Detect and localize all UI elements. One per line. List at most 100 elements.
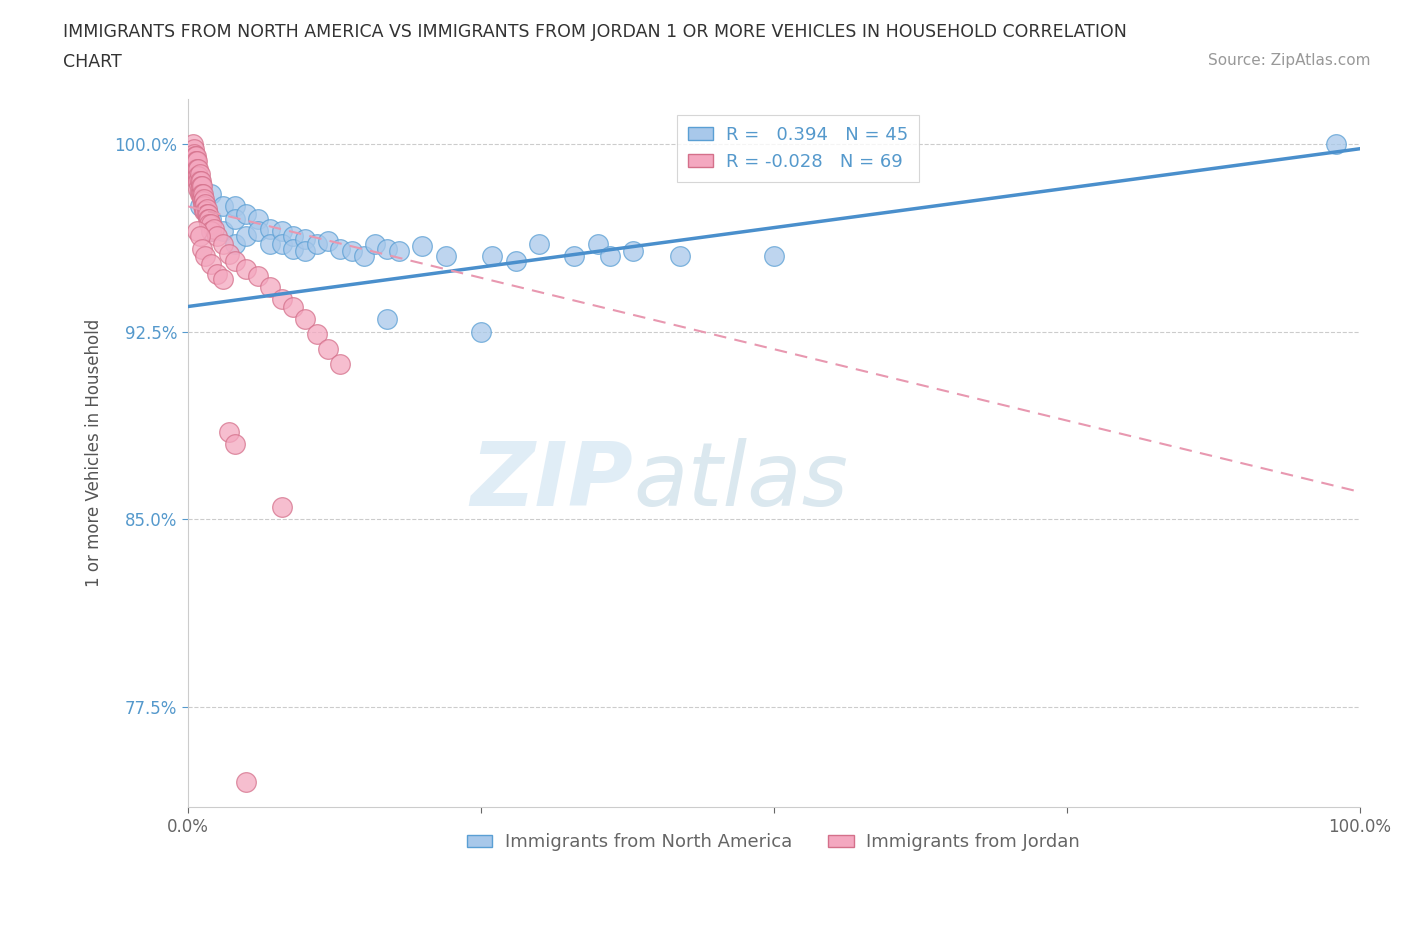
Point: [188, 174, 211, 189]
Point: [200, 186, 222, 201]
Point: [183, 141, 205, 156]
Point: [190, 179, 212, 193]
Point: [198, 211, 221, 226]
Point: [191, 186, 214, 201]
Point: [193, 204, 215, 219]
Point: [224, 437, 246, 452]
Point: [669, 249, 692, 264]
Point: [187, 169, 209, 184]
Point: [187, 162, 209, 177]
Point: [364, 236, 387, 251]
Point: [283, 229, 305, 244]
Point: [187, 174, 209, 189]
Point: [195, 202, 218, 217]
Point: [183, 146, 205, 161]
Point: [305, 326, 328, 341]
Point: [197, 206, 219, 221]
Point: [218, 246, 240, 261]
Point: [564, 249, 586, 264]
Point: [294, 232, 316, 246]
Point: [183, 162, 205, 177]
Point: [235, 206, 257, 221]
Point: [186, 162, 208, 177]
Point: [329, 357, 352, 372]
Point: [212, 224, 235, 239]
Point: [470, 325, 492, 339]
Point: [194, 249, 217, 264]
Text: CHART: CHART: [63, 53, 122, 71]
Point: [200, 224, 222, 239]
Point: [181, 137, 204, 152]
Legend: Immigrants from North America, Immigrants from Jordan: Immigrants from North America, Immigrant…: [460, 826, 1087, 858]
Point: [294, 312, 316, 326]
Point: [340, 244, 363, 259]
Point: [184, 149, 207, 164]
Point: [193, 199, 215, 214]
Point: [599, 249, 621, 264]
Point: [411, 239, 433, 254]
Point: [259, 236, 281, 251]
Point: [212, 272, 235, 286]
Point: [224, 199, 246, 214]
Point: [198, 217, 221, 232]
Point: [224, 236, 246, 251]
Point: [529, 236, 551, 251]
Text: IMMIGRANTS FROM NORTH AMERICA VS IMMIGRANTS FROM JORDAN 1 OR MORE VEHICLES IN HO: IMMIGRANTS FROM NORTH AMERICA VS IMMIGRA…: [63, 23, 1128, 41]
Point: [329, 242, 352, 257]
Point: [247, 224, 270, 239]
Point: [270, 224, 292, 239]
Point: [247, 211, 270, 226]
Point: [202, 221, 225, 236]
Point: [186, 174, 208, 189]
Point: [193, 192, 215, 206]
Point: [194, 204, 217, 219]
Point: [224, 254, 246, 269]
Point: [1324, 137, 1347, 152]
Point: [283, 242, 305, 257]
Point: [190, 186, 212, 201]
Point: [191, 194, 214, 209]
Point: [191, 179, 214, 193]
Point: [188, 166, 211, 181]
Point: [184, 149, 207, 164]
Point: [187, 181, 209, 196]
Point: [621, 244, 644, 259]
Point: [235, 261, 257, 276]
Point: [191, 199, 214, 214]
Point: [375, 312, 398, 326]
Point: [505, 254, 527, 269]
Point: [186, 224, 208, 239]
Point: [318, 234, 340, 249]
Text: ZIP: ZIP: [471, 438, 633, 525]
Point: [190, 174, 212, 189]
Point: [200, 217, 222, 232]
Text: Source: ZipAtlas.com: Source: ZipAtlas.com: [1208, 53, 1371, 68]
Point: [762, 249, 785, 264]
Point: [270, 236, 292, 251]
Point: [197, 211, 219, 226]
Point: [194, 196, 217, 211]
Point: [188, 186, 211, 201]
Point: [481, 249, 503, 264]
Point: [212, 199, 235, 214]
Point: [188, 229, 211, 244]
Point: [191, 192, 214, 206]
Point: [283, 299, 305, 314]
Point: [188, 174, 211, 189]
Point: [247, 269, 270, 284]
Point: [184, 162, 207, 177]
Point: [212, 236, 235, 251]
Point: [434, 249, 457, 264]
Point: [205, 267, 228, 282]
Point: [305, 236, 328, 251]
Point: [186, 153, 208, 168]
Point: [353, 249, 375, 264]
Point: [184, 153, 207, 168]
Point: [191, 186, 214, 201]
Point: [270, 499, 292, 514]
Point: [191, 242, 214, 257]
Point: [388, 244, 411, 259]
Point: [259, 279, 281, 294]
Point: [200, 224, 222, 239]
Point: [195, 206, 218, 221]
